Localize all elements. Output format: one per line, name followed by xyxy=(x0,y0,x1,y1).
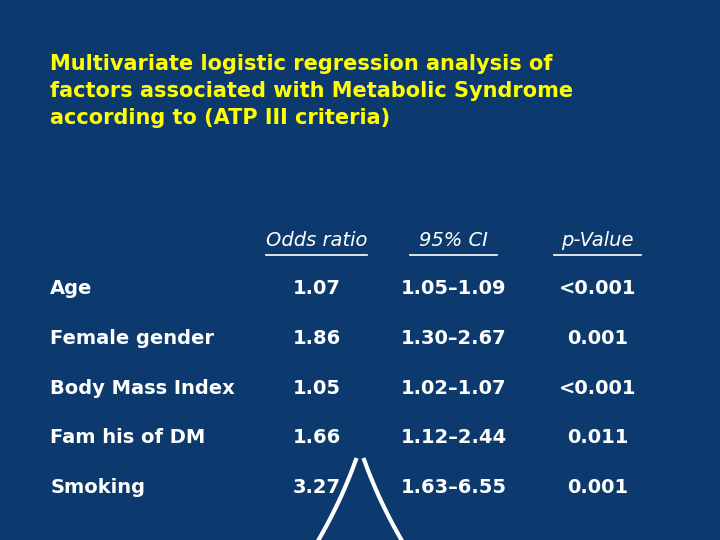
Text: Multivariate logistic regression analysis of
factors associated with Metabolic S: Multivariate logistic regression analysi… xyxy=(50,54,574,129)
Text: 1.66: 1.66 xyxy=(292,428,341,448)
Text: 1.12–2.44: 1.12–2.44 xyxy=(400,428,507,448)
Text: 0.001: 0.001 xyxy=(567,329,628,348)
Text: 1.63–6.55: 1.63–6.55 xyxy=(400,478,507,497)
Text: 95% CI: 95% CI xyxy=(419,231,488,250)
Text: 1.07: 1.07 xyxy=(293,279,341,299)
Text: 0.011: 0.011 xyxy=(567,428,629,448)
Text: 1.05: 1.05 xyxy=(293,379,341,398)
Text: 0.001: 0.001 xyxy=(567,478,628,497)
Text: 1.30–2.67: 1.30–2.67 xyxy=(401,329,506,348)
Text: 3.27: 3.27 xyxy=(293,478,341,497)
Text: Odds ratio: Odds ratio xyxy=(266,231,367,250)
Text: 1.86: 1.86 xyxy=(292,329,341,348)
Text: 1.02–1.07: 1.02–1.07 xyxy=(401,379,506,398)
Text: Age: Age xyxy=(50,279,93,299)
Text: Fam his of DM: Fam his of DM xyxy=(50,428,206,448)
Text: <0.001: <0.001 xyxy=(559,279,636,299)
Text: p-Value: p-Value xyxy=(562,231,634,250)
Text: Female gender: Female gender xyxy=(50,329,215,348)
Text: Body Mass Index: Body Mass Index xyxy=(50,379,235,398)
Text: 1.05–1.09: 1.05–1.09 xyxy=(401,279,506,299)
Text: Smoking: Smoking xyxy=(50,478,145,497)
Text: <0.001: <0.001 xyxy=(559,379,636,398)
